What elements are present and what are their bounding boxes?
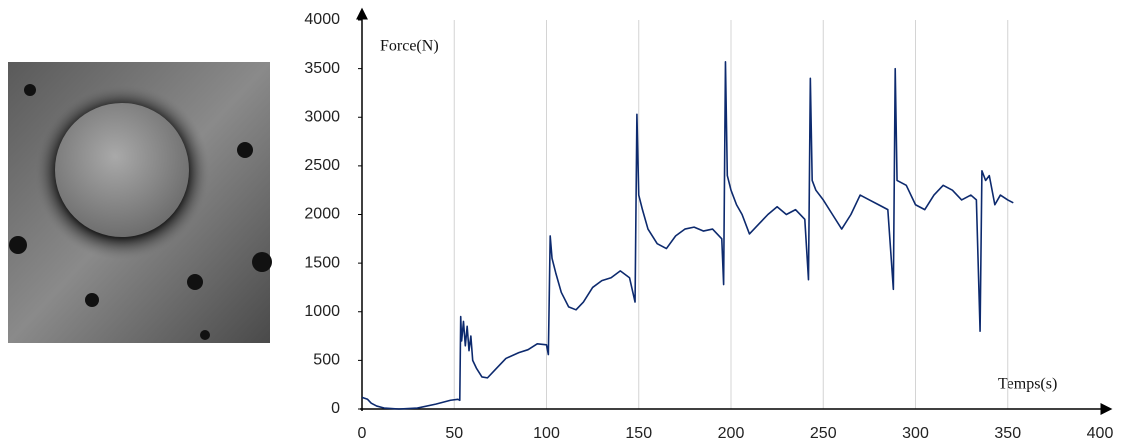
y-axis-title: Force(N) — [380, 38, 439, 55]
sample-photo — [8, 62, 272, 343]
x-tick-label: 200 — [718, 425, 745, 442]
x-tick-label: 400 — [1087, 425, 1114, 442]
y-tick-label: 2000 — [304, 206, 340, 223]
x-tick-label: 0 — [358, 425, 367, 442]
x-tick-label: 50 — [445, 425, 463, 442]
x-tick-label: 250 — [810, 425, 837, 442]
y-tick-label: 2500 — [304, 157, 340, 174]
x-axis-title: Temps(s) — [998, 376, 1057, 393]
x-tick-label: 100 — [533, 425, 560, 442]
y-tick-label: 3500 — [304, 60, 340, 77]
data-line — [361, 61, 1014, 410]
y-tick-label: 1500 — [304, 254, 340, 271]
y-tick-label: 4000 — [304, 11, 340, 28]
y-tick-label: 3000 — [304, 108, 340, 125]
x-tick-label: 350 — [994, 425, 1021, 442]
y-tick-label: 1000 — [304, 303, 340, 320]
chart: Force(N) Temps(s) 0 50 100 150 200 250 300 350 4… — [304, 7, 1114, 442]
y-tick-label: 500 — [313, 352, 340, 369]
y-tick-label: 0 — [331, 400, 340, 417]
x-tick-label: 300 — [902, 425, 929, 442]
x-tick-label: 150 — [625, 425, 652, 442]
